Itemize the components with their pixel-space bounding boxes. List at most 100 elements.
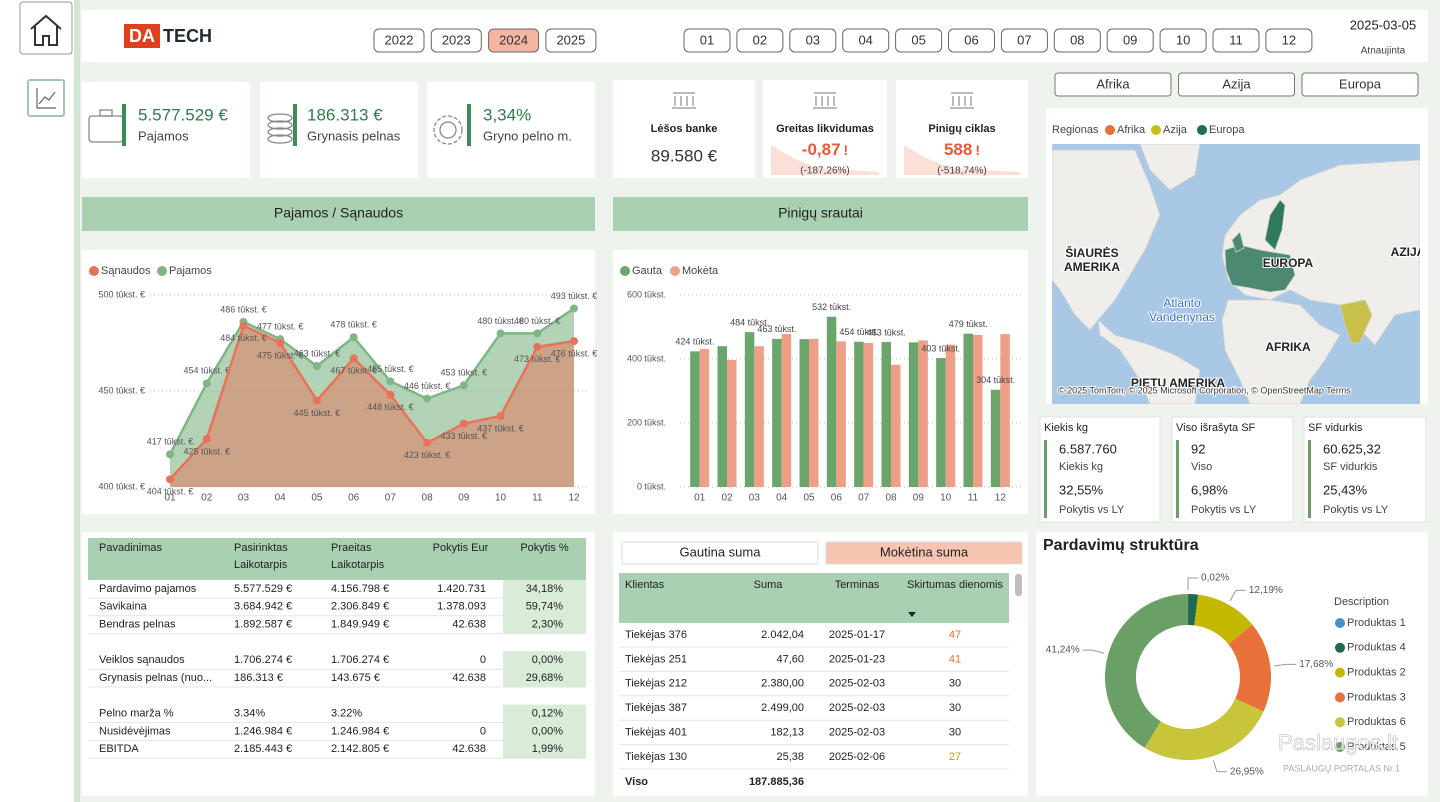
- year-button[interactable]: [488, 28, 540, 53]
- point: [423, 394, 432, 403]
- region-button[interactable]: [1054, 72, 1172, 97]
- map-label: PIETŲ AMERIKA: [1131, 376, 1226, 390]
- tab[interactable]: [825, 541, 1023, 565]
- month-button[interactable]: [683, 28, 731, 53]
- point: [386, 390, 395, 399]
- month-label[interactable]: 01: [700, 32, 714, 47]
- region-label[interactable]: Azija: [1222, 76, 1251, 91]
- tab-label[interactable]: Mokėtina suma: [880, 544, 969, 559]
- month-label[interactable]: 10: [1176, 32, 1190, 47]
- sparkline: [771, 145, 879, 175]
- year-label[interactable]: 2022: [385, 32, 414, 47]
- year-label[interactable]: 2023: [442, 32, 471, 47]
- bar: [754, 346, 764, 487]
- table-cell: 3.22%: [331, 708, 362, 720]
- point: [312, 396, 321, 405]
- month-label[interactable]: 03: [806, 32, 820, 47]
- column-header: Praeitas Laikotarpis: [331, 542, 385, 571]
- y-tick-label: 400 tūkst.: [627, 353, 666, 363]
- legend-swatch: [1335, 692, 1345, 703]
- x-tick-label: 10: [940, 493, 952, 504]
- month-button[interactable]: [1265, 28, 1313, 53]
- percent-cell: [503, 651, 586, 670]
- donut-slice: [1188, 594, 1199, 626]
- month-button[interactable]: [1159, 28, 1207, 53]
- tab-label[interactable]: Gautina suma: [680, 544, 762, 559]
- table-cell: Tiekėjas 212: [625, 678, 687, 690]
- stat-change: 25,43%: [1323, 482, 1368, 497]
- data-label: 445 tūkst. €: [294, 408, 341, 418]
- logo-tech: TECH: [163, 26, 212, 46]
- region-button[interactable]: [1178, 72, 1295, 97]
- month-label[interactable]: 05: [911, 32, 925, 47]
- year-button[interactable]: [430, 28, 482, 53]
- leader-line: [1082, 649, 1105, 654]
- column-header: Pokytis Eur: [432, 542, 489, 554]
- column-header: Pavadinimas: [99, 542, 162, 554]
- logo-box: [124, 24, 160, 48]
- chart-button[interactable]: [27, 79, 65, 117]
- tab[interactable]: [621, 541, 819, 565]
- point: [496, 329, 505, 338]
- month-button[interactable]: [842, 28, 890, 53]
- table-cell: 2025-02-03: [829, 702, 885, 714]
- month-button[interactable]: [1000, 28, 1048, 53]
- month-label[interactable]: 06: [964, 32, 978, 47]
- year-button[interactable]: [373, 28, 425, 53]
- bar: [881, 342, 891, 487]
- table-cell: 4.156.798 €: [331, 583, 389, 595]
- month-button[interactable]: [789, 28, 837, 53]
- region-button[interactable]: [1301, 72, 1419, 97]
- column-header-box: Skirtumas dienomis: [907, 579, 1003, 591]
- data-label: 446 tūkst. €: [404, 381, 451, 391]
- month-label[interactable]: 08: [1070, 32, 1084, 47]
- leader-line: [1187, 577, 1199, 591]
- month-label[interactable]: 09: [1123, 32, 1137, 47]
- table-cell: Grynasis pelnas (nuo...: [99, 672, 212, 684]
- home-icon[interactable]: [30, 14, 62, 46]
- month-label[interactable]: 02: [753, 32, 767, 47]
- chart-icon[interactable]: [36, 88, 56, 109]
- table-cell: 0,00%: [532, 725, 563, 737]
- icon-part: [267, 127, 293, 137]
- section-title: Pinigų srautai: [778, 205, 863, 221]
- data-label: 479 tūkst.: [949, 319, 988, 329]
- month-button[interactable]: [895, 28, 943, 53]
- data-label: 17,68%: [1299, 659, 1333, 670]
- leader-line: [1229, 589, 1246, 602]
- month-button[interactable]: [1053, 28, 1101, 53]
- map-label: AMERIKA: [1064, 260, 1120, 274]
- month-button[interactable]: [736, 28, 784, 53]
- scrollbar: [1015, 574, 1022, 596]
- table-cell: 1.420.731: [437, 583, 486, 595]
- data-label: 476 tūkst. €: [551, 348, 598, 358]
- table-cell: 27: [949, 751, 961, 763]
- month-label[interactable]: 07: [1017, 32, 1031, 47]
- point: [166, 475, 174, 484]
- column-header-box: Terminas: [835, 579, 880, 591]
- map-label: EUROPA: [1263, 256, 1314, 270]
- year-label[interactable]: 2025: [556, 32, 585, 47]
- month-button[interactable]: [1106, 28, 1154, 53]
- month-label[interactable]: 12: [1282, 32, 1296, 47]
- table-cell: 42.638: [452, 743, 486, 755]
- map-label: AFRIKA: [1265, 340, 1311, 354]
- legend-swatch: [1335, 618, 1345, 628]
- data-label: 453 tūkst. €: [441, 368, 488, 378]
- year-label[interactable]: 2024: [499, 32, 528, 47]
- total-value: 187.885,36: [749, 776, 804, 788]
- home-button[interactable]: [19, 1, 73, 55]
- table-cell: 1.246.984 €: [331, 725, 389, 737]
- column-header-box: Suma: [754, 579, 783, 591]
- month-label[interactable]: 04: [858, 32, 872, 47]
- donut-slice: [1105, 593, 1188, 748]
- home-frame[interactable]: [19, 1, 73, 55]
- month-button[interactable]: [948, 28, 995, 53]
- region-label[interactable]: Europa: [1339, 76, 1382, 91]
- region-label[interactable]: Afrika: [1096, 76, 1130, 91]
- month-button[interactable]: [1212, 28, 1260, 53]
- year-button[interactable]: [545, 28, 597, 53]
- table-cell: 47: [949, 629, 961, 641]
- bar: [918, 340, 928, 487]
- month-label[interactable]: 11: [1229, 32, 1243, 47]
